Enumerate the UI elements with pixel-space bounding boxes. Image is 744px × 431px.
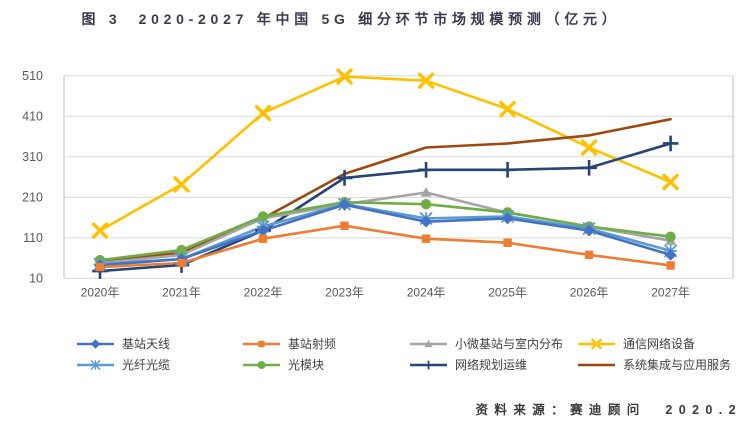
- svg-text:基站天线: 基站天线: [122, 337, 170, 351]
- svg-text:光模块: 光模块: [288, 358, 324, 372]
- svg-text:光纤光缆: 光纤光缆: [122, 358, 170, 372]
- svg-text:小微基站与室内分布: 小微基站与室内分布: [455, 336, 563, 351]
- svg-text:基站射频: 基站射频: [288, 336, 336, 351]
- svg-text:310: 310: [22, 150, 43, 164]
- svg-text:2020年: 2020年: [81, 285, 120, 299]
- svg-text:510: 510: [22, 69, 43, 83]
- svg-text:2022年: 2022年: [244, 285, 283, 299]
- svg-text:系统集成与应用服务: 系统集成与应用服务: [623, 357, 731, 372]
- svg-text:2023年: 2023年: [325, 285, 364, 299]
- svg-text:通信网络设备: 通信网络设备: [623, 336, 695, 351]
- svg-text:2021年: 2021年: [162, 285, 201, 299]
- svg-text:10: 10: [29, 271, 43, 285]
- svg-text:2024年: 2024年: [407, 285, 446, 299]
- svg-text:网络规划运维: 网络规划运维: [455, 357, 527, 372]
- svg-text:110: 110: [23, 231, 43, 245]
- svg-text:2027年: 2027年: [651, 285, 690, 299]
- svg-text:2026年: 2026年: [570, 285, 609, 299]
- svg-text:210: 210: [22, 190, 43, 204]
- svg-text:410: 410: [22, 109, 43, 123]
- svg-text:2025年: 2025年: [488, 285, 527, 299]
